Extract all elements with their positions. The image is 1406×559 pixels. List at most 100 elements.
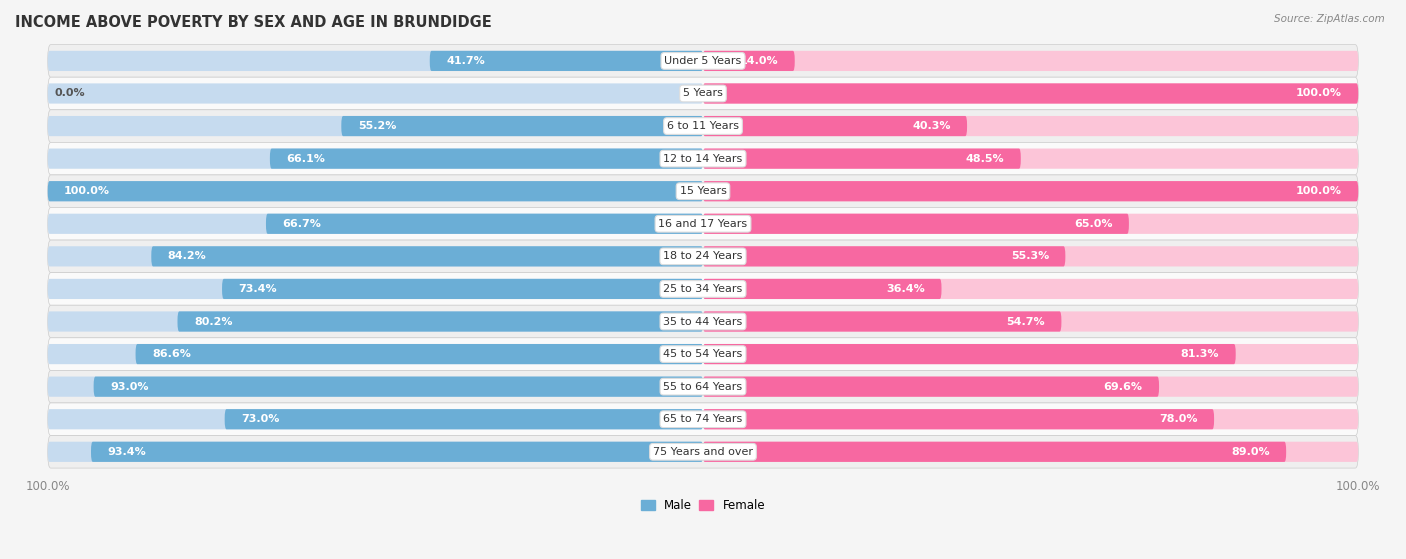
Text: 25 to 34 Years: 25 to 34 Years (664, 284, 742, 294)
FancyBboxPatch shape (48, 143, 1358, 175)
FancyBboxPatch shape (48, 181, 703, 201)
Text: 55.2%: 55.2% (357, 121, 396, 131)
Text: 45 to 54 Years: 45 to 54 Years (664, 349, 742, 359)
Text: 40.3%: 40.3% (912, 121, 950, 131)
FancyBboxPatch shape (703, 181, 1358, 201)
FancyBboxPatch shape (48, 77, 1358, 110)
Text: 93.0%: 93.0% (110, 382, 149, 392)
Text: 55 to 64 Years: 55 to 64 Years (664, 382, 742, 392)
Text: 35 to 44 Years: 35 to 44 Years (664, 316, 742, 326)
Text: 81.3%: 81.3% (1181, 349, 1219, 359)
Text: 14.0%: 14.0% (740, 56, 779, 66)
Text: 84.2%: 84.2% (167, 252, 207, 262)
Text: 100.0%: 100.0% (65, 186, 110, 196)
FancyBboxPatch shape (703, 214, 1129, 234)
FancyBboxPatch shape (94, 377, 703, 397)
FancyBboxPatch shape (152, 247, 703, 267)
Text: 100.0%: 100.0% (1296, 88, 1341, 98)
FancyBboxPatch shape (48, 338, 1358, 371)
Text: 15 Years: 15 Years (679, 186, 727, 196)
FancyBboxPatch shape (135, 344, 703, 364)
FancyBboxPatch shape (177, 311, 703, 331)
FancyBboxPatch shape (48, 181, 703, 201)
FancyBboxPatch shape (703, 149, 1358, 169)
FancyBboxPatch shape (48, 83, 703, 103)
FancyBboxPatch shape (703, 181, 1358, 201)
Text: 6 to 11 Years: 6 to 11 Years (666, 121, 740, 131)
FancyBboxPatch shape (342, 116, 703, 136)
FancyBboxPatch shape (48, 273, 1358, 305)
Text: 86.6%: 86.6% (152, 349, 191, 359)
FancyBboxPatch shape (703, 247, 1358, 267)
FancyBboxPatch shape (48, 371, 1358, 403)
Text: Under 5 Years: Under 5 Years (665, 56, 741, 66)
Text: 89.0%: 89.0% (1232, 447, 1270, 457)
FancyBboxPatch shape (48, 175, 1358, 207)
Text: 0.0%: 0.0% (55, 88, 84, 98)
FancyBboxPatch shape (703, 409, 1215, 429)
Text: 5 Years: 5 Years (683, 88, 723, 98)
FancyBboxPatch shape (48, 149, 703, 169)
FancyBboxPatch shape (48, 311, 703, 331)
FancyBboxPatch shape (48, 409, 703, 429)
Text: 12 to 14 Years: 12 to 14 Years (664, 154, 742, 164)
FancyBboxPatch shape (48, 435, 1358, 468)
FancyBboxPatch shape (270, 149, 703, 169)
FancyBboxPatch shape (703, 377, 1358, 397)
Text: 78.0%: 78.0% (1159, 414, 1198, 424)
FancyBboxPatch shape (703, 311, 1358, 331)
FancyBboxPatch shape (48, 45, 1358, 77)
Text: 73.4%: 73.4% (239, 284, 277, 294)
FancyBboxPatch shape (703, 377, 1159, 397)
FancyBboxPatch shape (48, 305, 1358, 338)
FancyBboxPatch shape (48, 247, 703, 267)
FancyBboxPatch shape (48, 51, 703, 71)
FancyBboxPatch shape (703, 116, 967, 136)
Text: 65 to 74 Years: 65 to 74 Years (664, 414, 742, 424)
FancyBboxPatch shape (48, 110, 1358, 143)
FancyBboxPatch shape (48, 214, 703, 234)
FancyBboxPatch shape (703, 116, 1358, 136)
FancyBboxPatch shape (703, 344, 1358, 364)
FancyBboxPatch shape (48, 403, 1358, 435)
FancyBboxPatch shape (703, 51, 794, 71)
FancyBboxPatch shape (48, 240, 1358, 273)
Text: 80.2%: 80.2% (194, 316, 232, 326)
Text: 75 Years and over: 75 Years and over (652, 447, 754, 457)
FancyBboxPatch shape (703, 279, 942, 299)
FancyBboxPatch shape (48, 442, 703, 462)
FancyBboxPatch shape (222, 279, 703, 299)
Text: 18 to 24 Years: 18 to 24 Years (664, 252, 742, 262)
FancyBboxPatch shape (703, 442, 1286, 462)
Text: 66.1%: 66.1% (287, 154, 325, 164)
Text: 73.0%: 73.0% (240, 414, 280, 424)
FancyBboxPatch shape (703, 83, 1358, 103)
FancyBboxPatch shape (48, 207, 1358, 240)
Text: 16 and 17 Years: 16 and 17 Years (658, 219, 748, 229)
FancyBboxPatch shape (266, 214, 703, 234)
FancyBboxPatch shape (48, 279, 703, 299)
Text: 66.7%: 66.7% (283, 219, 321, 229)
FancyBboxPatch shape (48, 116, 703, 136)
Text: 36.4%: 36.4% (886, 284, 925, 294)
FancyBboxPatch shape (48, 344, 703, 364)
Text: 93.4%: 93.4% (107, 447, 146, 457)
Text: INCOME ABOVE POVERTY BY SEX AND AGE IN BRUNDIDGE: INCOME ABOVE POVERTY BY SEX AND AGE IN B… (15, 15, 492, 30)
Text: 69.6%: 69.6% (1104, 382, 1143, 392)
Text: 100.0%: 100.0% (1296, 186, 1341, 196)
FancyBboxPatch shape (91, 442, 703, 462)
FancyBboxPatch shape (703, 247, 1066, 267)
Text: 65.0%: 65.0% (1074, 219, 1112, 229)
FancyBboxPatch shape (703, 149, 1021, 169)
FancyBboxPatch shape (703, 51, 1358, 71)
Legend: Male, Female: Male, Female (636, 494, 770, 517)
Text: Source: ZipAtlas.com: Source: ZipAtlas.com (1274, 14, 1385, 24)
Text: 54.7%: 54.7% (1007, 316, 1045, 326)
Text: 48.5%: 48.5% (966, 154, 1004, 164)
FancyBboxPatch shape (703, 83, 1358, 103)
FancyBboxPatch shape (703, 279, 1358, 299)
Text: 55.3%: 55.3% (1011, 252, 1049, 262)
FancyBboxPatch shape (430, 51, 703, 71)
FancyBboxPatch shape (703, 409, 1358, 429)
FancyBboxPatch shape (703, 344, 1236, 364)
